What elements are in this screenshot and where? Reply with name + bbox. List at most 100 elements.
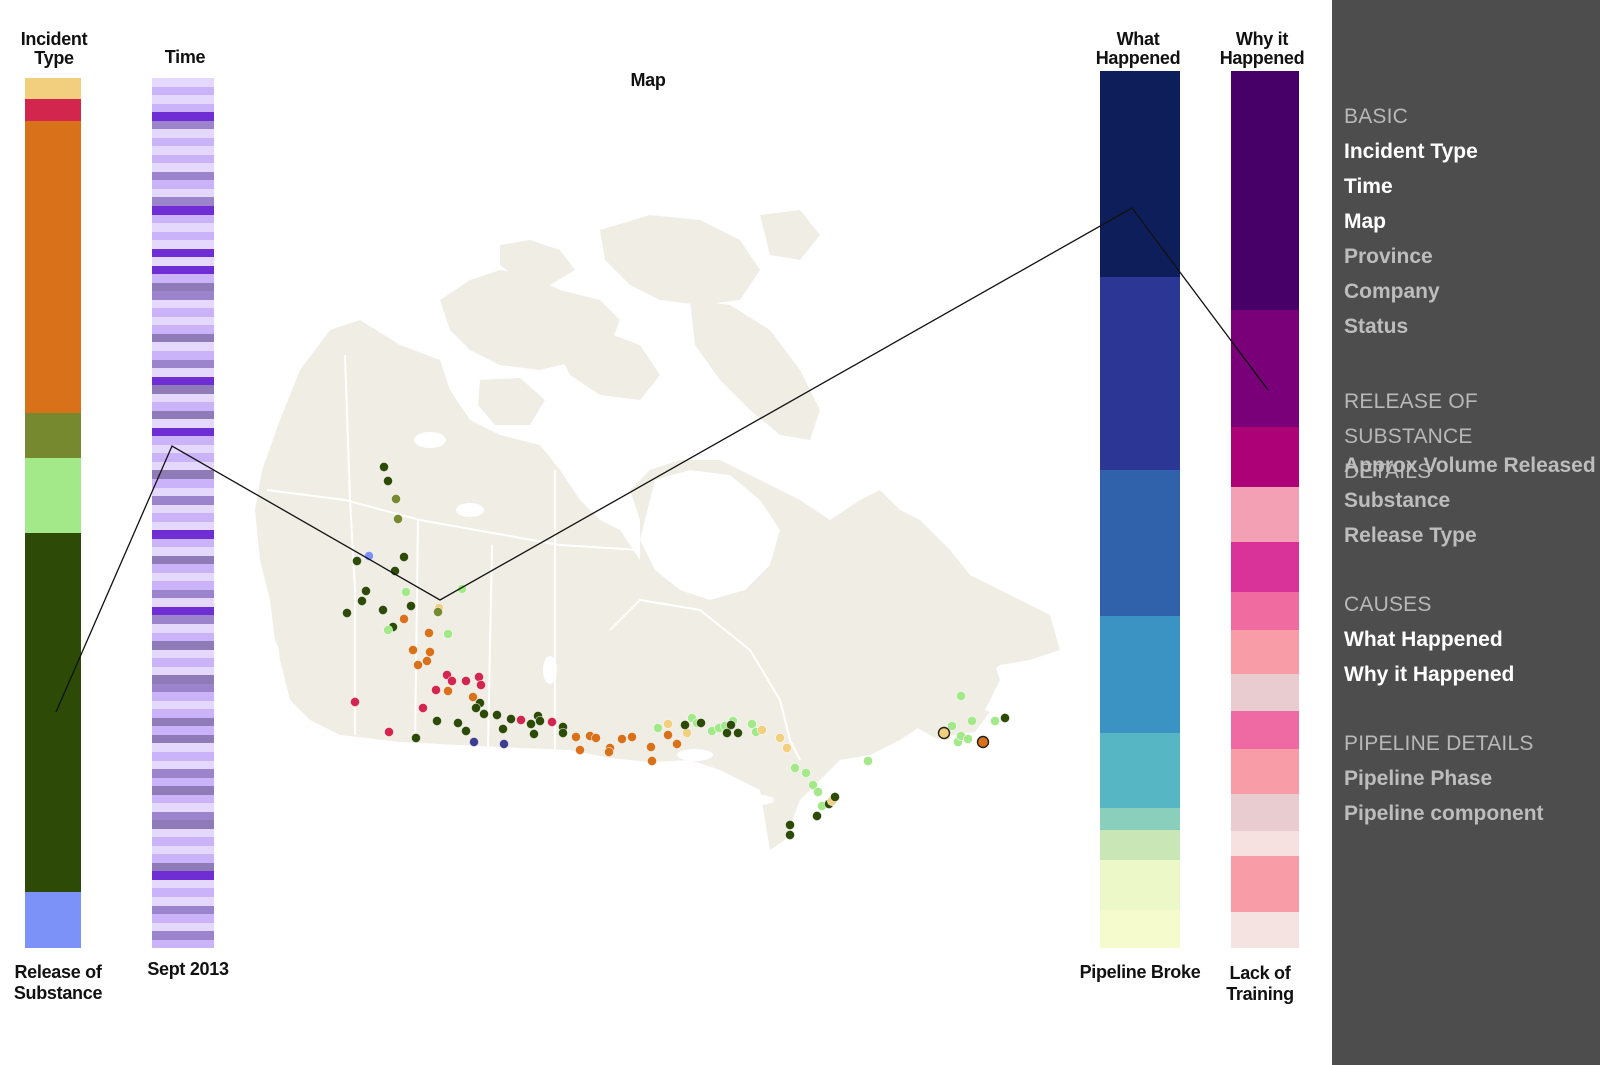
time-stripe[interactable] [152,931,214,940]
time-stripe[interactable] [152,504,214,514]
time-stripe[interactable] [152,95,214,104]
why-happened-segment[interactable] [1231,711,1299,749]
time-stripe[interactable] [152,649,214,659]
incident-point[interactable] [808,780,819,791]
time-stripe[interactable] [152,555,214,565]
time-bar[interactable] [152,78,214,949]
time-stripe[interactable] [152,274,214,283]
sidebar-item-pipeline-phase[interactable]: Pipeline Phase [1344,767,1493,790]
incident-point[interactable] [575,745,586,756]
time-stripe[interactable] [152,342,214,351]
time-stripe[interactable] [152,606,214,616]
time-stripe[interactable] [152,547,214,556]
sidebar-item-time[interactable]: Time [1344,175,1393,198]
incident-point[interactable] [663,730,674,741]
incident-point[interactable] [529,729,540,740]
what-happened-segment[interactable] [1100,860,1180,911]
time-stripe[interactable] [152,683,214,693]
incident-point[interactable] [400,587,411,598]
incident-point[interactable] [967,716,978,727]
sidebar-item-what-happened[interactable]: What Happened [1344,628,1503,651]
incident-point[interactable] [460,676,471,687]
time-stripe[interactable] [152,316,214,326]
sidebar-item-company[interactable]: Company [1344,280,1440,303]
incident-type-segment[interactable] [25,78,81,99]
time-stripe[interactable] [152,709,214,718]
incident-type-segment[interactable] [25,412,81,459]
time-stripe[interactable] [152,828,214,838]
time-stripe[interactable] [152,769,214,778]
incident-point[interactable] [812,811,823,822]
time-stripe[interactable] [152,129,214,138]
incident-point[interactable] [696,718,707,729]
incident-point[interactable] [452,718,463,729]
incident-point[interactable] [535,716,546,727]
why-happened-segment[interactable] [1231,630,1299,675]
time-stripe[interactable] [152,692,214,701]
time-stripe[interactable] [152,120,214,130]
time-stripe[interactable] [152,786,214,795]
time-stripe[interactable] [152,351,214,360]
why-happened-segment[interactable] [1231,911,1299,948]
time-stripe[interactable] [152,726,214,735]
incident-point[interactable] [505,714,516,725]
incident-point[interactable] [722,728,733,739]
what-happened-segment[interactable] [1100,470,1180,616]
incident-point[interactable] [424,647,435,658]
time-stripe[interactable] [152,188,214,198]
time-stripe[interactable] [152,154,214,164]
time-stripe[interactable] [152,922,214,932]
incident-point[interactable] [392,514,403,525]
incident-point[interactable] [785,830,796,841]
time-stripe[interactable] [152,393,214,403]
sidebar-item-map[interactable]: Map [1344,210,1386,233]
incident-point[interactable] [363,551,374,562]
time-stripe[interactable] [152,837,214,846]
incident-point[interactable] [407,645,418,656]
time-stripe[interactable] [152,419,214,428]
selected-incident-point[interactable] [937,726,951,740]
time-stripe[interactable] [152,777,214,787]
incident-point[interactable] [775,733,786,744]
time-stripe[interactable] [152,820,214,829]
incident-point[interactable] [446,676,457,687]
time-stripe[interactable] [152,137,214,147]
time-stripe[interactable] [152,521,214,531]
time-stripe[interactable] [152,410,214,420]
incident-type-segment[interactable] [25,98,81,122]
why-happened-segment[interactable] [1231,674,1299,712]
incident-point[interactable] [558,728,569,739]
incident-point[interactable] [733,728,744,739]
sidebar-item-incident-type[interactable]: Incident Type [1344,140,1478,163]
incident-point[interactable] [830,792,841,803]
incident-point[interactable] [604,747,615,758]
what-happened-bar[interactable] [1100,71,1180,948]
incident-point[interactable] [349,697,360,708]
incident-point[interactable] [653,723,664,734]
why-happened-segment[interactable] [1231,855,1299,912]
why-happened-segment[interactable] [1231,486,1299,542]
incident-point[interactable] [405,601,416,612]
incident-point[interactable] [617,734,628,745]
incident-point[interactable] [757,725,768,736]
time-stripe[interactable] [152,734,214,744]
incident-point[interactable] [672,739,683,750]
incident-point[interactable] [813,787,824,798]
selected-incident-point[interactable] [976,735,990,749]
time-stripe[interactable] [152,624,214,633]
time-stripe[interactable] [152,811,214,821]
time-stripe[interactable] [152,231,214,241]
what-happened-segment[interactable] [1100,71,1180,278]
time-stripe[interactable] [152,615,214,624]
incident-point[interactable] [491,710,502,721]
incident-point[interactable] [456,584,467,595]
incident-point[interactable] [591,733,602,744]
time-stripe[interactable] [152,572,214,582]
time-stripe[interactable] [152,700,214,710]
time-stripe[interactable] [152,905,214,915]
incident-point[interactable] [430,685,441,696]
incident-point[interactable] [498,739,509,750]
incident-point[interactable] [421,656,432,667]
incident-point[interactable] [410,733,421,744]
incident-point[interactable] [646,742,657,753]
